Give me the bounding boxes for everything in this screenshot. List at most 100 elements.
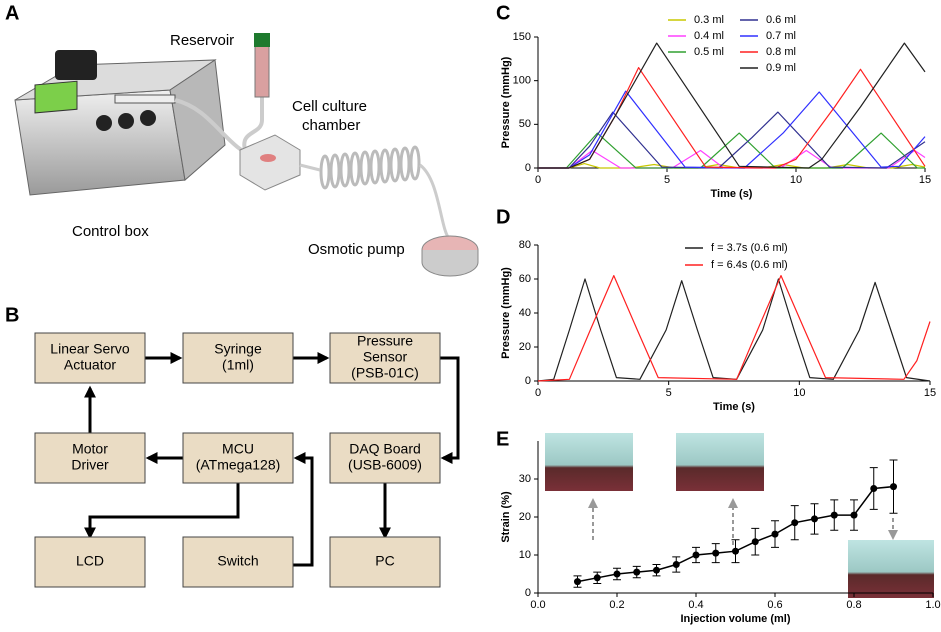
- illustration-label: Osmotic pump: [308, 241, 405, 258]
- diagram-node: [182, 536, 294, 588]
- data-point: [712, 549, 720, 557]
- data-point: [732, 547, 739, 555]
- y-tick-label: 80: [519, 239, 531, 251]
- data-point: [653, 566, 660, 574]
- node-label: Actuator: [64, 357, 116, 373]
- node-label: (PSB-01C): [351, 365, 419, 381]
- y-tick-label: 10: [519, 549, 531, 561]
- data-point: [890, 483, 897, 491]
- x-tick-label: 5: [666, 387, 672, 399]
- line-series: [538, 149, 926, 169]
- node-label: Pressure: [357, 333, 413, 349]
- x-tick-label: 10: [790, 174, 802, 186]
- line-series: [537, 278, 931, 382]
- y-tick-label: 0: [525, 162, 531, 174]
- y-axis-title: Pressure (mmHg): [500, 56, 512, 148]
- legend-label: 0.3 ml: [694, 14, 724, 26]
- illustration-label: Cell culture: [292, 98, 367, 115]
- diagram-node: [34, 536, 146, 588]
- panel-label: A: [5, 2, 19, 24]
- x-tick-label: 10: [793, 387, 805, 399]
- x-tick-label: 15: [919, 174, 931, 186]
- inset-photo: [676, 433, 764, 491]
- illustration: [14, 33, 479, 277]
- node-label: LCD: [76, 553, 104, 569]
- inset-photo: [848, 540, 934, 598]
- y-tick-label: 50: [519, 118, 531, 130]
- node-label: DAQ Board: [349, 441, 421, 457]
- data-point: [574, 578, 581, 586]
- x-axis-title: Injection volume (ml): [680, 613, 790, 625]
- legend-label: 0.6 ml: [766, 14, 796, 26]
- diagram-node: [182, 332, 294, 384]
- node-label: Driver: [71, 457, 109, 473]
- data-point: [692, 551, 700, 559]
- data-point: [870, 485, 878, 492]
- node-label: (USB-6009): [348, 457, 422, 473]
- legend-label: 0.7 ml: [766, 30, 796, 42]
- diagram-node: [34, 332, 146, 384]
- data-point: [771, 530, 779, 538]
- x-tick-label: 0.4: [688, 599, 703, 611]
- x-tick-label: 0.8: [846, 599, 861, 611]
- x-axis-title: Time (s): [711, 188, 753, 200]
- illustration-label: chamber: [302, 117, 360, 134]
- node-label: Linear Servo: [50, 341, 130, 357]
- x-tick-label: 0: [535, 387, 541, 399]
- x-tick-label: 0.2: [609, 599, 624, 611]
- line-series: [538, 42, 926, 169]
- y-tick-label: 20: [519, 511, 531, 523]
- x-tick-label: 5: [664, 174, 670, 186]
- x-tick-label: 0.6: [767, 599, 782, 611]
- node-label: MCU: [222, 441, 254, 457]
- y-tick-label: 40: [519, 307, 531, 319]
- diagram-node: [329, 432, 441, 484]
- data-point: [850, 511, 858, 519]
- panel-label: E: [496, 428, 509, 450]
- data-point: [791, 519, 799, 527]
- y-tick-label: 30: [519, 473, 531, 485]
- y-tick-label: 0: [525, 587, 531, 599]
- diagram-arrows: [84, 352, 460, 567]
- data-point: [672, 561, 680, 568]
- panel-label: D: [496, 206, 510, 228]
- data-point: [811, 515, 818, 523]
- diagram-node: [182, 432, 294, 484]
- data-point: [613, 570, 621, 578]
- node-label: Motor: [72, 441, 108, 457]
- node-label: Syringe: [214, 341, 262, 357]
- diagram-node: [329, 536, 441, 588]
- legend-label: 0.9 ml: [766, 62, 796, 74]
- legend-label: 0.4 ml: [694, 30, 724, 42]
- legend-label: 0.5 ml: [694, 46, 724, 58]
- node-label: Switch: [217, 553, 258, 569]
- line-series: [538, 132, 925, 169]
- inset-photo: [545, 433, 633, 491]
- y-tick-label: 100: [513, 75, 531, 87]
- line-series: [537, 275, 931, 382]
- node-label: PC: [375, 553, 394, 569]
- legend-label: 0.8 ml: [766, 46, 796, 58]
- x-tick-label: 0.0: [530, 599, 545, 611]
- panel-label: B: [5, 304, 19, 326]
- node-label: Sensor: [363, 349, 408, 365]
- x-tick-label: 1.0: [925, 599, 940, 611]
- panel-label: C: [496, 2, 510, 24]
- y-axis-title: Strain (%): [500, 491, 512, 543]
- legend-label: f = 3.7s (0.6 ml): [711, 242, 788, 254]
- y-axis-title: Pressure (mmHg): [500, 267, 512, 359]
- data-point: [751, 538, 759, 546]
- y-tick-label: 60: [519, 273, 531, 285]
- y-tick-label: 150: [513, 31, 531, 43]
- line-series: [577, 485, 894, 583]
- x-tick-label: 0: [535, 174, 541, 186]
- illustration-label: Reservoir: [170, 32, 234, 49]
- x-tick-label: 15: [924, 387, 936, 399]
- node-label: (1ml): [222, 357, 254, 373]
- y-tick-label: 0: [525, 375, 531, 387]
- x-axis-title: Time (s): [713, 401, 755, 413]
- node-label: (ATmega128): [196, 457, 281, 473]
